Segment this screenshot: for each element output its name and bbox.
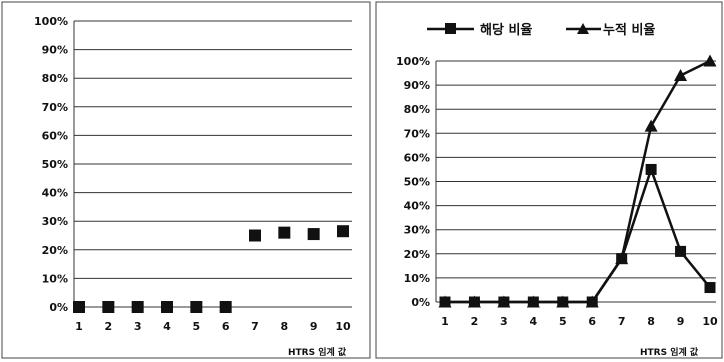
left-x-tick-6: 7: [251, 320, 259, 333]
right-x-tick-7: 8: [647, 315, 655, 328]
right-y-tick-4: 40%: [404, 200, 430, 213]
right-y-tick-6: 60%: [404, 151, 430, 164]
right-series-1-line: [445, 59, 711, 304]
left-y-tick-10: 100%: [34, 15, 68, 28]
right-series-1-point-9: [703, 54, 717, 67]
left-y-tick-5: 50%: [42, 158, 68, 171]
right-series-1-point-0: [438, 295, 452, 308]
left-series-0-point-0: [73, 301, 85, 313]
right-series-1-point-6: [615, 252, 629, 265]
legend-marker-1: [577, 23, 589, 34]
right-y-tick-7: 70%: [404, 127, 430, 140]
right-y-tick-8: 80%: [404, 103, 430, 116]
right-y-tick-5: 50%: [404, 176, 430, 189]
right-x-tick-3: 4: [530, 315, 538, 328]
right-series-1-point-5: [585, 295, 599, 308]
left-y-tick-8: 80%: [42, 72, 68, 85]
left-x-tick-0: 1: [75, 320, 83, 333]
right-x-tick-0: 1: [441, 315, 449, 328]
right-series-1-point-4: [556, 295, 570, 308]
left-series-0-point-6: [249, 229, 261, 242]
right-series-1-point-7: [644, 119, 658, 132]
left-y-tick-2: 20%: [42, 244, 68, 257]
legend-label-0: 해당 비율: [480, 22, 532, 38]
left-x-tick-9: 10: [335, 320, 351, 333]
left-x-tick-1: 2: [105, 320, 113, 333]
left-series-0-point-4: [190, 301, 203, 313]
right-x-tick-4: 5: [559, 315, 567, 328]
left-series-0-point-8: [307, 228, 320, 241]
left-x-axis-label: HTRS 임계 값: [288, 346, 347, 358]
right-x-tick-5: 6: [588, 315, 596, 328]
legend-item-1: 누적 비율: [566, 22, 655, 38]
left-chart: 0% 10% 20% 30% 40% 50% 60% 70% 80% 90% 100% 1 2 3 4 5 6 7…: [34, 15, 352, 333]
right-y-tick-1: 10%: [404, 272, 430, 285]
right-series-0-point-7: [645, 163, 657, 175]
left-series-0-point-5: [219, 301, 232, 313]
left-x-tick-4: 5: [193, 320, 201, 333]
left-series-0-point-3: [161, 301, 173, 313]
right-series-1-point-1: [467, 295, 481, 308]
legend: 해당 비율 누적 비율: [427, 22, 655, 38]
right-series-0-point-8: [675, 245, 687, 257]
right-y-tick-10: 100%: [396, 55, 430, 68]
left-x-tick-3: 4: [163, 320, 171, 333]
left-y-tick-7: 70%: [42, 101, 68, 114]
left-y-tick-4: 40%: [42, 187, 68, 200]
right-y-tick-3: 30%: [404, 224, 430, 237]
right-chart-frame: [375, 1, 723, 359]
left-y-tick-1: 10%: [42, 272, 68, 285]
left-y-tick-0: 0%: [49, 301, 68, 314]
right-x-tick-1: 2: [471, 315, 479, 328]
legend-label-1: 누적 비율: [603, 22, 655, 38]
right-x-tick-2: 3: [500, 315, 508, 328]
right-x-tick-8: 9: [677, 315, 685, 328]
left-x-tick-7: 8: [281, 320, 289, 333]
legend-item-0: 해당 비율: [427, 22, 532, 38]
right-y-tick-9: 90%: [404, 79, 430, 92]
left-y-tick-9: 90%: [42, 44, 68, 57]
left-series-0-point-9: [337, 225, 349, 238]
left-x-tick-2: 3: [134, 320, 142, 333]
right-x-tick-6: 7: [618, 315, 626, 328]
right-y-tick-2: 20%: [404, 248, 430, 261]
left-series-0-point-2: [131, 301, 144, 313]
right-series-1-point-3: [526, 295, 540, 308]
right-series-1-point-2: [497, 295, 511, 308]
right-y-tick-0: 0%: [411, 296, 430, 309]
left-x-tick-5: 6: [222, 320, 230, 333]
right-series-0-point-9: [704, 282, 716, 294]
right-x-axis-label: HTRS 임계 값: [640, 346, 699, 358]
right-series-1-point-8: [674, 68, 688, 81]
right-chart: 0% 10% 20% 30% 40% 50% 60% 70% 80% 90% 100% 1 2 3 4 5 6 7…: [396, 54, 718, 328]
left-series-0-point-7: [278, 226, 291, 239]
left-series-0-point-1: [102, 301, 115, 313]
legend-marker-0: [445, 23, 456, 34]
left-y-tick-3: 30%: [42, 215, 68, 228]
left-y-tick-6: 60%: [42, 129, 68, 142]
right-series-0-line: [445, 168, 711, 304]
right-x-tick-9: 10: [702, 315, 718, 328]
left-x-tick-8: 9: [310, 320, 318, 333]
left-chart-frame: [1, 1, 371, 359]
